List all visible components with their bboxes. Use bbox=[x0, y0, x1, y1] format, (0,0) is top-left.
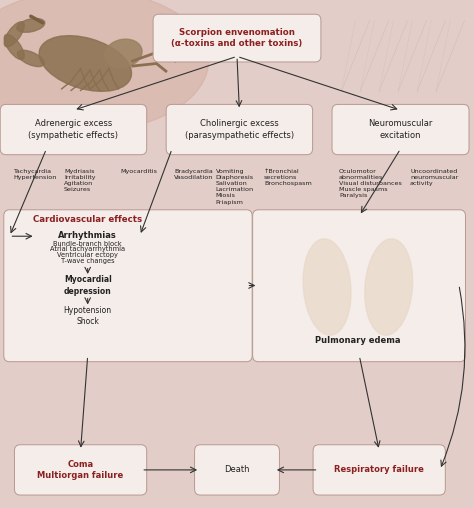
Ellipse shape bbox=[31, 274, 73, 312]
Ellipse shape bbox=[104, 39, 142, 68]
FancyBboxPatch shape bbox=[15, 445, 147, 495]
Text: Death: Death bbox=[224, 465, 250, 474]
FancyBboxPatch shape bbox=[0, 105, 147, 154]
Ellipse shape bbox=[17, 18, 45, 33]
Text: Ventricular ectopy: Ventricular ectopy bbox=[57, 252, 118, 258]
Ellipse shape bbox=[45, 255, 79, 289]
Text: Arrhythmias: Arrhythmias bbox=[58, 231, 117, 240]
Text: Mydriasis
Irritability
Agitation
Seizures: Mydriasis Irritability Agitation Seizure… bbox=[64, 169, 95, 192]
Text: ↑Bronchial
secretions
Bronchospasm: ↑Bronchial secretions Bronchospasm bbox=[264, 169, 312, 186]
Text: Myocardial
depression: Myocardial depression bbox=[64, 275, 111, 296]
Text: Adrenergic excess
(sympathetic effects): Adrenergic excess (sympathetic effects) bbox=[28, 119, 118, 140]
Text: Respiratory failure: Respiratory failure bbox=[334, 465, 424, 474]
Text: Cardiovascular effects: Cardiovascular effects bbox=[33, 215, 142, 225]
Text: Pulmonary edema: Pulmonary edema bbox=[315, 336, 401, 345]
Text: Hypotension
Shock: Hypotension Shock bbox=[64, 306, 112, 326]
Ellipse shape bbox=[26, 255, 60, 289]
Ellipse shape bbox=[39, 36, 131, 91]
Text: Neuromuscular
excitation: Neuromuscular excitation bbox=[368, 119, 433, 140]
Text: Tachycardia
Hypertension: Tachycardia Hypertension bbox=[13, 169, 57, 180]
Text: Cholinergic excess
(parasympathetic effects): Cholinergic excess (parasympathetic effe… bbox=[185, 119, 294, 140]
Text: Oculomotor
abnormalities
Visual disturbances
Muscle spasms
Paralysis: Oculomotor abnormalities Visual disturba… bbox=[339, 169, 402, 199]
FancyBboxPatch shape bbox=[332, 105, 469, 154]
Text: Scorpion envenomation
(α-toxins and other toxins): Scorpion envenomation (α-toxins and othe… bbox=[172, 28, 302, 48]
Ellipse shape bbox=[4, 22, 24, 47]
FancyBboxPatch shape bbox=[166, 105, 313, 154]
Text: T-wave changes: T-wave changes bbox=[61, 258, 115, 264]
FancyBboxPatch shape bbox=[253, 210, 465, 362]
FancyBboxPatch shape bbox=[4, 210, 252, 362]
FancyBboxPatch shape bbox=[194, 445, 279, 495]
Text: Myocarditis: Myocarditis bbox=[121, 169, 158, 174]
Text: Bradycardia
Vasodilation: Bradycardia Vasodilation bbox=[174, 169, 213, 180]
Text: Bundle-branch block: Bundle-branch block bbox=[54, 241, 122, 247]
Text: Uncoordinated
neuromuscular
activity: Uncoordinated neuromuscular activity bbox=[410, 169, 458, 186]
FancyBboxPatch shape bbox=[153, 14, 321, 62]
Ellipse shape bbox=[365, 239, 412, 335]
Text: Atrial tachyarrhythmia: Atrial tachyarrhythmia bbox=[50, 246, 125, 252]
Text: Vomiting
Diaphoresis
Salivation
Lacrimation
Miosis
Priapism: Vomiting Diaphoresis Salivation Lacrimat… bbox=[216, 169, 254, 205]
Ellipse shape bbox=[0, 0, 209, 132]
Text: Coma
Multiorgan failure: Coma Multiorgan failure bbox=[37, 460, 124, 480]
Ellipse shape bbox=[4, 35, 24, 59]
Ellipse shape bbox=[18, 50, 44, 67]
Ellipse shape bbox=[303, 239, 351, 335]
FancyBboxPatch shape bbox=[313, 445, 446, 495]
